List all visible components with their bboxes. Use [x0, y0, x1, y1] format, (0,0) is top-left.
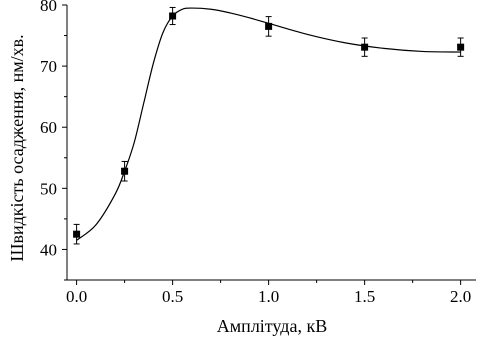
data-point [457, 43, 465, 51]
data-point [121, 167, 129, 175]
y-tick-label: 50 [40, 179, 57, 198]
data-point [73, 230, 81, 238]
labels-group: Амплітуда, кВ Швидкість осадження, нм/хв… [7, 34, 327, 336]
x-tick-label: 0.0 [66, 287, 87, 306]
y-tick-label: 80 [40, 0, 57, 15]
y-tick-label: 70 [40, 57, 57, 76]
axes: 0.0 0.5 1.0 1.5 2.0 40 50 60 70 80 [40, 0, 476, 306]
fit-curve-group [76, 7, 461, 241]
data-point [265, 22, 273, 30]
data-point [361, 43, 369, 51]
x-tick-label: 1.0 [258, 287, 279, 306]
y-tick-label: 40 [40, 240, 57, 259]
x-tick-label: 2.0 [450, 287, 471, 306]
data-points-group [73, 6, 465, 245]
fit-curve [76, 7, 461, 241]
y-axis-label: Швидкість осадження, нм/хв. [7, 34, 27, 261]
x-tick-label: 1.5 [354, 287, 375, 306]
x-tick-label: 0.5 [162, 287, 183, 306]
x-axis-label: Амплітуда, кВ [217, 316, 327, 336]
y-tick-label: 60 [40, 118, 57, 137]
data-point [169, 12, 177, 20]
